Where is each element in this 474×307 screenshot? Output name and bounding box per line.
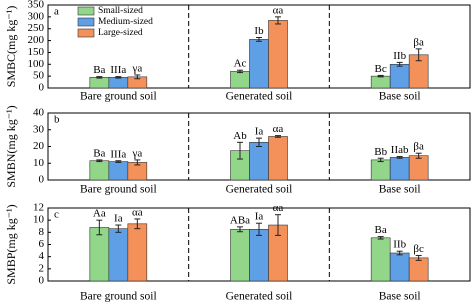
y-tick-label: 8: [39, 226, 45, 238]
bar: [108, 77, 129, 89]
x-tick-label: Base soil: [379, 291, 421, 303]
significance-label: IIab: [391, 144, 409, 156]
significance-label: IIIa: [110, 64, 126, 76]
x-tick-label: Base soil: [379, 91, 421, 103]
bar: [89, 77, 110, 89]
legend-label: Medium-sized: [98, 17, 153, 27]
y-tick-label: 4: [39, 250, 45, 262]
significance-label: βc: [413, 243, 424, 255]
significance-label: ABa: [230, 214, 250, 226]
bar: [249, 39, 269, 89]
y-tick-label: 12: [33, 202, 44, 214]
y-tick-label: 100: [28, 58, 45, 70]
significance-label: Ba: [375, 224, 387, 236]
significance-label: γa: [131, 62, 142, 74]
x-tick-label: Bare ground soil: [80, 91, 157, 103]
bar: [230, 71, 250, 89]
significance-label: Ib: [254, 25, 264, 37]
panel-label: b: [54, 114, 60, 126]
legend-swatch: [77, 28, 95, 38]
bar: [249, 228, 269, 282]
y-tick-label: 6: [39, 238, 45, 250]
significance-label: Ba: [93, 64, 105, 76]
bar: [268, 20, 288, 89]
y-tick-label: 20: [33, 140, 45, 152]
bar: [268, 136, 288, 181]
bar: [230, 228, 250, 282]
significance-label: αa: [132, 206, 143, 218]
significance-label: βa: [413, 36, 424, 48]
y-tick-label: 10: [33, 157, 45, 169]
significance-label: Ba: [93, 147, 105, 159]
significance-label: αa: [273, 4, 284, 16]
y-tick-label: 2: [39, 262, 45, 274]
y-tick-label: 0: [39, 82, 45, 94]
significance-label: IIIa: [110, 148, 126, 160]
y-tick-label: 200: [28, 34, 45, 46]
bar: [408, 257, 429, 282]
bar: [89, 160, 110, 181]
x-tick-label: Bare ground soil: [80, 184, 157, 196]
bar: [389, 252, 410, 282]
y-tick-label: 0: [39, 275, 45, 287]
x-tick-label: Bare ground soil: [80, 291, 157, 303]
x-tick-label: Generated soil: [226, 184, 293, 196]
significance-label: γa: [131, 147, 142, 159]
bar: [389, 63, 410, 89]
bar: [370, 237, 391, 282]
y-tick-label: 40: [33, 107, 45, 119]
significance-label: αa: [273, 202, 284, 214]
significance-label: Bc: [375, 63, 387, 75]
y-tick-label: 30: [33, 123, 45, 135]
x-tick-label: Generated soil: [226, 291, 293, 303]
significance-label: Bb: [374, 146, 387, 158]
bar: [127, 223, 148, 282]
significance-label: IIb: [393, 50, 406, 62]
significance-label: Ia: [255, 211, 264, 223]
x-tick-label: Generated soil: [226, 91, 293, 103]
y-tick-label: 350: [28, 0, 45, 11]
panel-label: c: [54, 209, 59, 221]
bar: [249, 142, 269, 181]
significance-label: Aa: [93, 208, 106, 220]
x-tick-label: Base soil: [379, 184, 421, 196]
y-tick-label: 10: [33, 214, 45, 226]
y-tick-label: 300: [28, 10, 45, 22]
significance-label: Ia: [255, 126, 264, 138]
y-tick-label: 50: [33, 70, 45, 82]
bar: [108, 228, 129, 282]
significance-label: IIb: [393, 239, 406, 251]
significance-label: Ia: [114, 213, 123, 225]
significance-label: βa: [413, 141, 424, 153]
bar: [389, 157, 410, 181]
bar: [370, 75, 391, 89]
bar: [408, 155, 429, 181]
significance-label: Ab: [233, 130, 247, 142]
legend-label: Small-sized: [98, 6, 143, 16]
bar: [370, 159, 391, 181]
panel-label: a: [54, 6, 59, 18]
legend-swatch: [77, 17, 95, 27]
bar: [89, 227, 110, 282]
significance-label: αa: [273, 123, 284, 135]
bar: [108, 161, 129, 181]
significance-label: Ac: [234, 58, 247, 70]
y-tick-label: 150: [28, 46, 45, 58]
y-tick-label: 250: [28, 22, 45, 34]
y-axis-title: SMBC(mg kg⁻¹): [4, 6, 18, 88]
legend-label: Large-sized: [98, 28, 143, 38]
y-axis-title: SMBN(mg kg⁻¹): [4, 105, 18, 187]
legend-swatch: [77, 6, 95, 16]
y-tick-label: 0: [39, 174, 45, 186]
y-axis-title: SMBP(mg kg⁻¹): [4, 204, 18, 284]
